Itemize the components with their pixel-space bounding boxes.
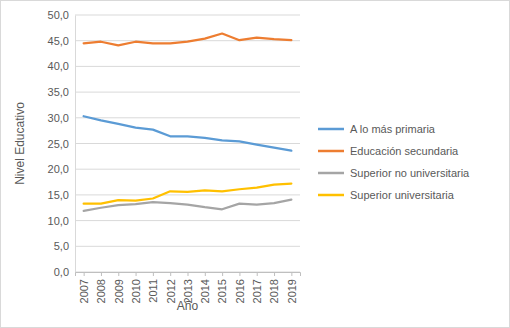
y-tick: 40,0 bbox=[48, 60, 75, 72]
y-tick: 0,0 bbox=[54, 266, 75, 278]
x-tick-mark bbox=[274, 272, 275, 276]
y-tick-label: 15,0 bbox=[48, 189, 69, 201]
x-tick: 2016 bbox=[234, 272, 246, 303]
y-axis: 0,0 5,0 10,0 15,0 20,0 25,0 30,0 35,0 40,0 45,0 50… bbox=[48, 9, 76, 278]
legend-swatch bbox=[318, 128, 344, 131]
x-tick-label: 2014 bbox=[199, 279, 211, 303]
x-tick-mark bbox=[222, 272, 223, 276]
grid-line bbox=[75, 194, 300, 195]
x-tick-label: 2019 bbox=[286, 279, 298, 303]
y-tick-label: 20,0 bbox=[48, 163, 69, 175]
legend: A lo más primaria Educación secundaria Sup… bbox=[318, 123, 470, 201]
x-tick-label: 2015 bbox=[216, 279, 228, 303]
x-tick-label: 2009 bbox=[113, 279, 125, 303]
y-tick: 50,0 bbox=[48, 9, 75, 21]
legend-item: Superior universitaria bbox=[318, 189, 455, 201]
grid bbox=[75, 15, 300, 272]
plot-area: 0,0 5,0 10,0 15,0 20,0 25,0 30,0 35,0 40,0 45,0 50… bbox=[48, 9, 301, 303]
x-tick: 2012 bbox=[165, 272, 177, 303]
y-tick-label: 50,0 bbox=[48, 9, 69, 21]
y-tick: 25,0 bbox=[48, 138, 75, 150]
legend-swatch bbox=[318, 194, 344, 197]
legend-swatch bbox=[318, 172, 344, 175]
series-line bbox=[84, 184, 292, 204]
y-tick: 20,0 bbox=[48, 163, 75, 175]
grid-line bbox=[75, 66, 300, 67]
x-tick: 2008 bbox=[95, 272, 107, 303]
grid-line bbox=[75, 15, 300, 16]
x-tick-label: 2007 bbox=[78, 279, 90, 303]
legend-item: A lo más primaria bbox=[318, 123, 436, 135]
legend-label: A lo más primaria bbox=[350, 123, 436, 135]
x-tick: 2015 bbox=[216, 272, 228, 303]
grid-line bbox=[75, 143, 300, 144]
grid-line bbox=[75, 92, 300, 93]
grid-line bbox=[75, 220, 300, 221]
x-tick: 2018 bbox=[268, 272, 280, 303]
y-tick-label: 40,0 bbox=[48, 60, 69, 72]
x-tick: 2010 bbox=[130, 272, 142, 303]
x-tick-mark bbox=[136, 272, 137, 276]
y-tick-label: 30,0 bbox=[48, 112, 69, 124]
y-tick-label: 35,0 bbox=[48, 86, 69, 98]
y-tick: 10,0 bbox=[48, 215, 75, 227]
legend-item: Educación secundaria bbox=[318, 145, 459, 157]
x-tick-mark bbox=[257, 272, 258, 276]
series-lines bbox=[84, 34, 292, 211]
legend-swatch bbox=[318, 150, 344, 153]
grid-line bbox=[75, 169, 300, 170]
y-tick-label: 0,0 bbox=[54, 266, 69, 278]
legend-label: Superior no universitaria bbox=[350, 167, 470, 179]
x-tick-mark bbox=[153, 272, 154, 276]
x-tick-label: 2011 bbox=[147, 279, 159, 303]
x-tick-label: 2012 bbox=[165, 279, 177, 303]
x-tick: 2011 bbox=[147, 272, 159, 303]
x-tick-mark bbox=[188, 272, 189, 276]
y-tick: 35,0 bbox=[48, 86, 75, 98]
x-tick: 2007 bbox=[78, 272, 90, 303]
legend-item: Superior no universitaria bbox=[318, 167, 470, 179]
x-tick: 2019 bbox=[286, 272, 298, 303]
x-tick-mark bbox=[291, 272, 292, 276]
x-axis-title: Año bbox=[177, 299, 199, 313]
series-line bbox=[84, 34, 292, 46]
y-tick-label: 25,0 bbox=[48, 138, 69, 150]
series-line bbox=[84, 116, 292, 150]
grid-line bbox=[75, 117, 300, 118]
grid-line bbox=[75, 246, 300, 247]
x-tick-label: 2017 bbox=[251, 279, 263, 303]
chart-border bbox=[1, 1, 510, 328]
x-tick-mark bbox=[84, 272, 85, 276]
x-tick-mark bbox=[101, 272, 102, 276]
y-tick: 5,0 bbox=[54, 240, 75, 252]
y-tick: 45,0 bbox=[48, 35, 75, 47]
y-axis-line bbox=[75, 16, 76, 273]
y-tick-label: 5,0 bbox=[54, 240, 69, 252]
legend-label: Superior universitaria bbox=[350, 189, 455, 201]
legend-label: Educación secundaria bbox=[350, 145, 459, 157]
chart: 0,0 5,0 10,0 15,0 20,0 25,0 30,0 35,0 40,0 45,0 50… bbox=[0, 0, 510, 328]
y-tick: 15,0 bbox=[48, 189, 75, 201]
x-tick: 2014 bbox=[199, 272, 211, 303]
x-axis-line bbox=[76, 273, 301, 277]
y-tick: 30,0 bbox=[48, 112, 75, 124]
x-tick-label: 2018 bbox=[268, 279, 280, 303]
x-tick-mark bbox=[170, 272, 171, 276]
y-axis-title: Nivel Educativo bbox=[13, 102, 27, 185]
y-tick-label: 45,0 bbox=[48, 35, 69, 47]
x-tick: 2017 bbox=[251, 272, 263, 303]
x-tick-mark bbox=[205, 272, 206, 276]
y-tick-label: 10,0 bbox=[48, 215, 69, 227]
x-tick-label: 2016 bbox=[234, 279, 246, 303]
x-tick-mark bbox=[118, 272, 119, 276]
x-tick-label: 2008 bbox=[95, 279, 107, 303]
x-tick: 2009 bbox=[113, 272, 125, 303]
x-tick-mark bbox=[239, 272, 240, 276]
x-tick-label: 2010 bbox=[130, 279, 142, 303]
